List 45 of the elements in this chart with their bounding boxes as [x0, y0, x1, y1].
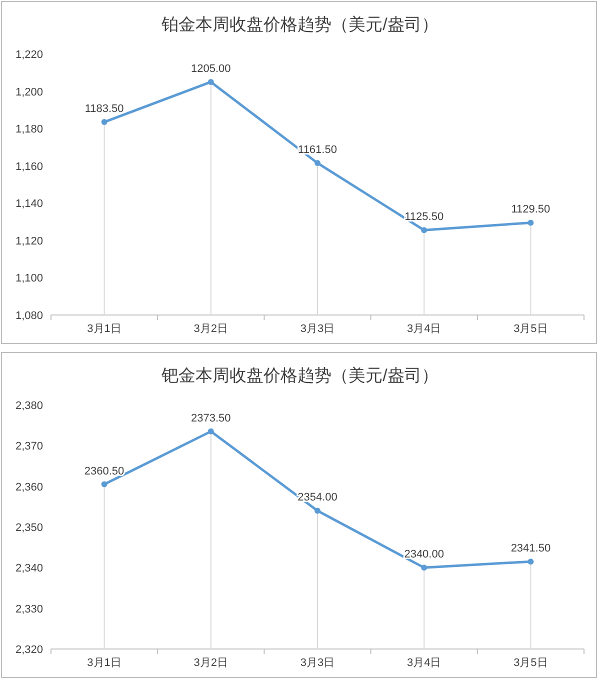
y-tick-label: 1,100	[15, 272, 43, 285]
point	[208, 428, 214, 434]
y-tick-label: 2,320	[15, 644, 43, 656]
x-tick-label: 3月4日	[406, 657, 442, 669]
y-tick-label: 2,370	[15, 440, 43, 453]
text: 2340.00	[404, 548, 444, 561]
point	[314, 508, 320, 514]
x-tick-label: 3月2日	[194, 323, 228, 335]
y-tick-label: 1,120	[15, 235, 43, 248]
x-tick-label: 3月3日	[300, 323, 335, 335]
text: 2360.50	[84, 465, 124, 478]
text: 2341.50	[510, 542, 551, 555]
y-tick-label: 1,220	[15, 49, 43, 61]
y-tick-label: 2,350	[15, 522, 43, 534]
y-tick-label: 2,340	[15, 562, 43, 575]
y-tick-label: 2,330	[15, 603, 43, 616]
y-tick-label: 1,180	[15, 124, 43, 136]
x-tick-label: 3月5日	[514, 657, 548, 669]
y-tick-label: 2,360	[15, 481, 43, 494]
text: 1125.50	[404, 211, 444, 224]
point	[421, 564, 428, 571]
x-tick-label: 3月4日	[406, 323, 442, 335]
point	[314, 160, 320, 166]
x-tick-label: 3月1日	[87, 323, 122, 335]
x-tick-label: 3月3日	[300, 657, 335, 669]
y-tick-label: 1,080	[15, 310, 43, 322]
point	[528, 220, 534, 226]
y-tick-label: 1,200	[15, 86, 43, 98]
text: 1183.50	[84, 103, 124, 116]
point	[208, 78, 214, 85]
x-tick-label: 3月1日	[87, 657, 122, 669]
text: 2373.50	[191, 412, 231, 424]
y-tick-label: 1,160	[15, 160, 43, 173]
point	[101, 119, 108, 126]
point	[528, 558, 534, 565]
y-tick-label: 2,380	[15, 400, 43, 412]
x-tick-label: 3月5日	[514, 323, 548, 335]
chart-title: 钯金本周收盘价格趋势（美元/盎司）	[160, 366, 438, 385]
point	[421, 227, 428, 234]
y-tick-label: 1,140	[15, 198, 43, 210]
text: 1129.50	[511, 204, 550, 216]
x-tick-label: 3月2日	[194, 657, 228, 669]
chart-title: 铂金本周收盘价格趋势（美元/盎司）	[160, 15, 438, 34]
point	[101, 481, 108, 488]
text: 1205.00	[191, 62, 231, 75]
